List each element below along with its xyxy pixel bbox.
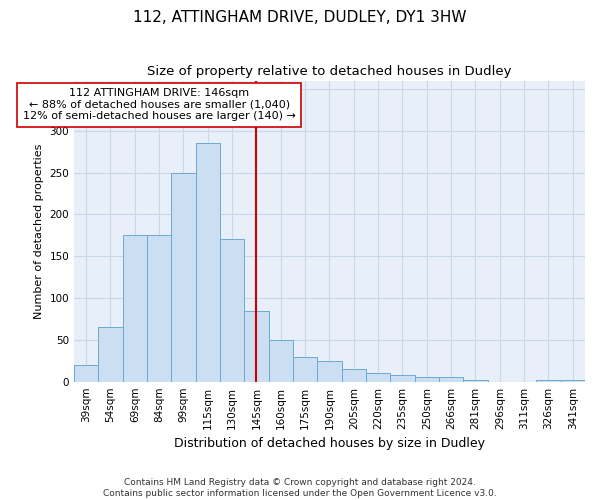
Bar bbox=[220, 240, 244, 382]
Bar bbox=[366, 374, 391, 382]
Bar bbox=[415, 376, 439, 382]
Title: Size of property relative to detached houses in Dudley: Size of property relative to detached ho… bbox=[147, 65, 512, 78]
Bar bbox=[98, 328, 122, 382]
Bar bbox=[171, 172, 196, 382]
Bar bbox=[244, 310, 269, 382]
Bar bbox=[196, 144, 220, 382]
Bar bbox=[560, 380, 585, 382]
Bar bbox=[341, 369, 366, 382]
Bar bbox=[463, 380, 488, 382]
Bar bbox=[391, 375, 415, 382]
Bar bbox=[439, 376, 463, 382]
Bar bbox=[293, 356, 317, 382]
Bar bbox=[317, 361, 341, 382]
Text: Contains HM Land Registry data © Crown copyright and database right 2024.
Contai: Contains HM Land Registry data © Crown c… bbox=[103, 478, 497, 498]
Text: 112 ATTINGHAM DRIVE: 146sqm
← 88% of detached houses are smaller (1,040)
12% of : 112 ATTINGHAM DRIVE: 146sqm ← 88% of det… bbox=[23, 88, 296, 122]
Y-axis label: Number of detached properties: Number of detached properties bbox=[34, 144, 44, 319]
Bar bbox=[147, 236, 171, 382]
Bar bbox=[269, 340, 293, 382]
Text: 112, ATTINGHAM DRIVE, DUDLEY, DY1 3HW: 112, ATTINGHAM DRIVE, DUDLEY, DY1 3HW bbox=[133, 10, 467, 25]
Bar bbox=[536, 380, 560, 382]
Bar bbox=[122, 236, 147, 382]
Bar bbox=[74, 365, 98, 382]
X-axis label: Distribution of detached houses by size in Dudley: Distribution of detached houses by size … bbox=[174, 437, 485, 450]
